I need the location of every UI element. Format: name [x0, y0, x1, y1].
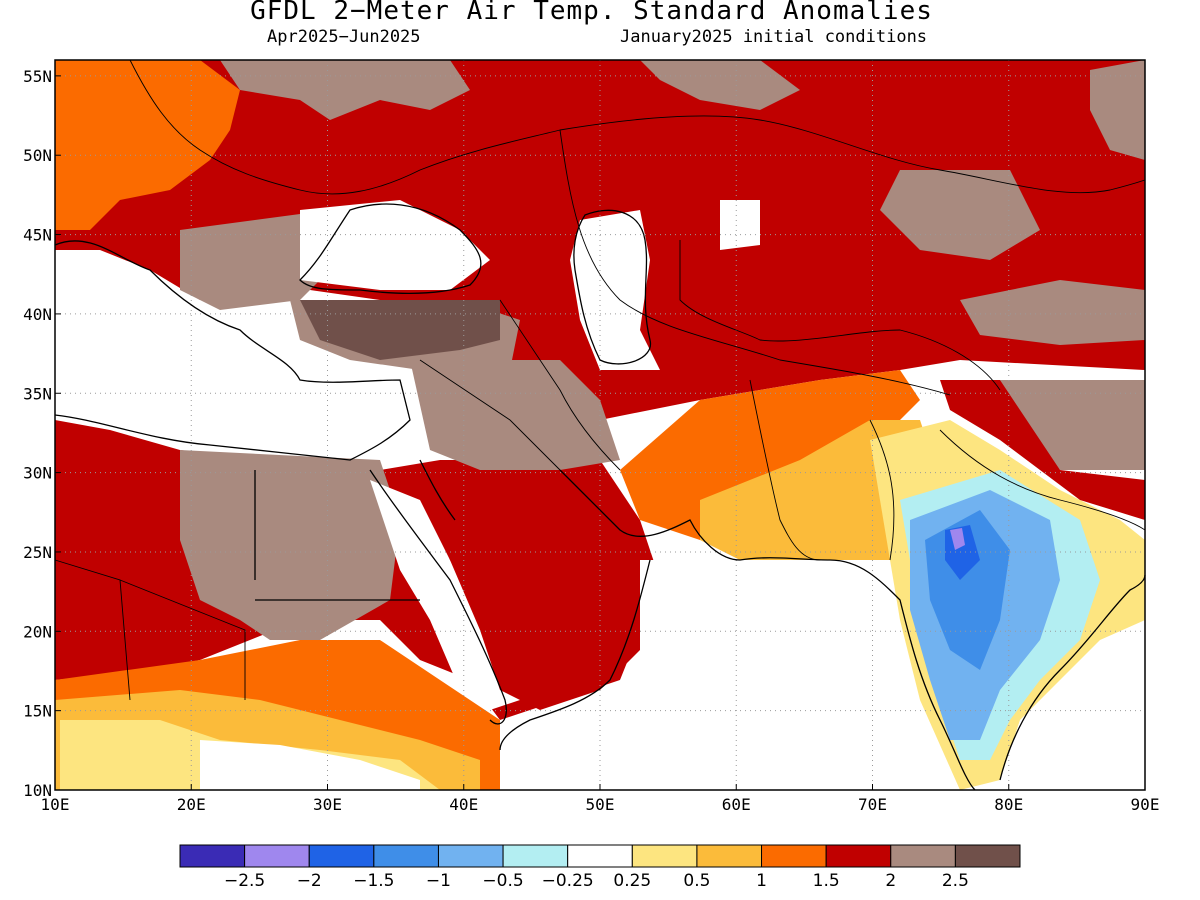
- legend-swatch: [308, 844, 375, 868]
- lon-tick-label: 60E: [722, 795, 751, 814]
- legend-swatch: [631, 844, 698, 868]
- legend-label: 2: [885, 871, 896, 891]
- period-subtitle: Apr2025−Jun2025: [267, 27, 421, 47]
- country-borders: [54, 59, 1146, 701]
- legend-swatch: [437, 844, 504, 868]
- legend-swatch: [696, 844, 763, 868]
- field-brown-north1: [220, 60, 470, 120]
- legend-label: 2.5: [942, 871, 969, 891]
- initial-conditions-subtitle: January2025 initial conditions: [620, 27, 928, 47]
- field-levant-brown: [410, 360, 620, 470]
- legend-swatch: [954, 844, 1021, 868]
- field-africa-white: [200, 740, 420, 790]
- lon-tick-label: 70E: [858, 795, 887, 814]
- field-egypt-brown: [180, 450, 400, 640]
- lat-tick-label: 25N: [23, 543, 52, 562]
- legend-label: −0.5: [482, 871, 523, 891]
- field-brown-north2: [640, 60, 800, 110]
- legend-swatch: [244, 844, 310, 868]
- field-himalaya-red: [940, 380, 1145, 520]
- latitude-ticks: 10N 15N 20N 25N 30N 35N 40N 45N 50N 55N: [23, 67, 61, 800]
- legend-swatch: [890, 844, 956, 868]
- lon-tick-label: 10E: [41, 795, 70, 814]
- legend-swatch: [373, 844, 439, 868]
- lon-tick-label: 40E: [449, 795, 478, 814]
- field-brown-central2: [960, 280, 1145, 345]
- field-mediterranean: [55, 300, 410, 450]
- field-caspian: [570, 210, 660, 370]
- legend-label: −1: [426, 871, 451, 891]
- lat-tick-label: 35N: [23, 384, 52, 403]
- field-aral: [720, 200, 760, 250]
- field-brown-northeast: [1090, 60, 1145, 160]
- chart-title: GFDL 2−Meter Air Temp. Standard Anomalie…: [250, 0, 933, 26]
- legend-label: 0.25: [613, 871, 651, 891]
- lon-tick-label: 90E: [1131, 795, 1160, 814]
- field-arabia: [420, 460, 650, 710]
- field-black-sea: [300, 200, 490, 290]
- legend-label: 0.5: [683, 871, 710, 891]
- lon-tick-label: 20E: [177, 795, 206, 814]
- field-europe-orange: [55, 60, 240, 230]
- legend-label: −1.5: [353, 871, 394, 891]
- legend-label: −2: [297, 871, 322, 891]
- lat-tick-label: 50N: [23, 146, 52, 165]
- lon-tick-label: 30E: [313, 795, 342, 814]
- legend-swatch: [179, 844, 246, 868]
- lat-tick-label: 20N: [23, 622, 52, 641]
- legend-label: 1: [756, 871, 767, 891]
- legend-swatch: [825, 844, 892, 868]
- field-brown-central1: [880, 170, 1040, 260]
- field-darkbrown-anatolia: [300, 300, 500, 360]
- lat-tick-label: 40N: [23, 305, 52, 324]
- legend-swatch: [761, 844, 827, 868]
- field-iran-orange: [620, 370, 920, 540]
- field-red-sea-white: [370, 480, 520, 710]
- legend-label: −0.25: [542, 871, 594, 891]
- lon-tick-label: 50E: [586, 795, 615, 814]
- lon-tick-label: 80E: [994, 795, 1023, 814]
- longitude-ticks: 10E 20E 30E 40E 50E 60E 70E 80E 90E: [41, 784, 1160, 814]
- coastlines: [54, 203, 1146, 791]
- legend-swatch: [502, 844, 569, 868]
- lat-tick-label: 30N: [23, 464, 52, 483]
- color-legend: −2.5 −2 −1.5 −1 −0.5 −0.25 0.25 0.5 1 1.5 2 2.5: [179, 844, 1021, 891]
- lat-tick-label: 55N: [23, 67, 52, 86]
- legend-swatch: [567, 844, 633, 868]
- lat-tick-label: 45N: [23, 226, 52, 245]
- field-arabian-sea: [600, 560, 990, 790]
- lat-tick-label: 15N: [23, 702, 52, 721]
- legend-label: −2.5: [224, 871, 265, 891]
- legend-label: 1.5: [813, 871, 840, 891]
- lat-tick-label: 10N: [23, 781, 52, 800]
- field-india-violet: [950, 528, 965, 550]
